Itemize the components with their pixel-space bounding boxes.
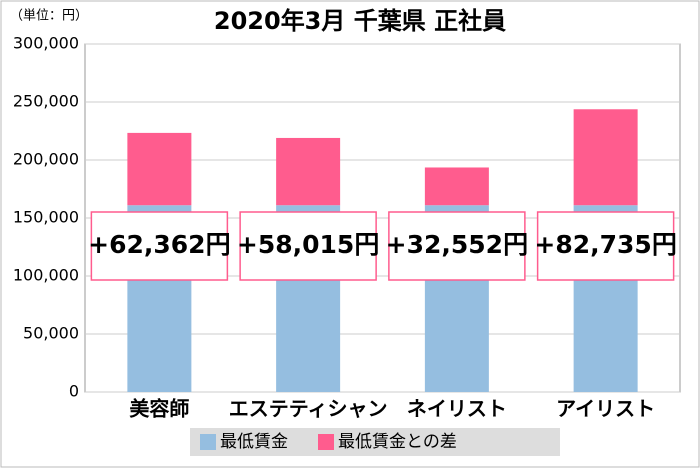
data-label: +58,015円 [237,230,379,259]
label-box [536,211,675,281]
legend-label: 最低賃金との差 [338,432,457,452]
data-label: +62,362円 [88,230,230,259]
legend-bg [190,428,560,456]
x-tick-label: 美容師 [129,397,189,421]
y-tick-label: 0 [69,382,79,401]
label-box [239,211,377,281]
y-tick-label: 250,000 [13,92,79,111]
label-box [90,211,229,281]
bar-segment [276,137,341,206]
label-box [388,211,526,281]
legend-label: 最低賃金 [220,432,288,452]
bar-segment [127,132,192,206]
data-label: +82,735円 [534,230,676,259]
unit-label: （単位：円） [10,8,88,24]
y-tick-label: 150,000 [13,208,79,227]
legend-swatch [200,434,216,450]
x-tick-label: アイリスト [556,397,655,421]
chart-title: 2020年3月 千葉県 正社員 [214,7,506,35]
y-tick-label: 50,000 [23,324,79,343]
data-label: +32,552円 [386,230,528,259]
bar-segment [573,109,638,206]
y-tick-label: 200,000 [13,150,79,169]
y-tick-label: 100,000 [13,266,79,285]
y-tick-label: 300,000 [13,34,79,53]
bar-segment [424,167,489,206]
legend-swatch [318,434,334,450]
x-tick-label: ネイリスト [407,397,507,421]
x-tick-label: エステティシャン [229,397,388,421]
